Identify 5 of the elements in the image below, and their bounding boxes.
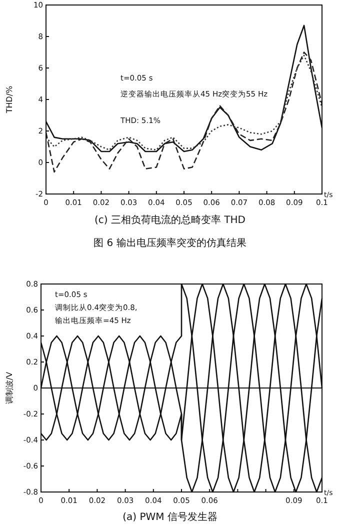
text: (a) PWM 信号发生器 [122,511,218,523]
y-axis-title: THD/% [5,85,14,114]
y-axis-title: 调制波/V [5,371,14,404]
text: (c) 三相负荷电流的总畸变率 THD [94,214,246,226]
text: 图 6 输出电压频率突变的仿真结果 [94,237,246,249]
